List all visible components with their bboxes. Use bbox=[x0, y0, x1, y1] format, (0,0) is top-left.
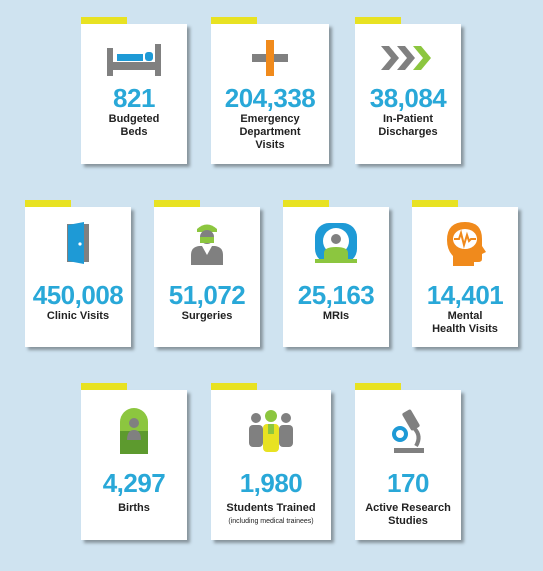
stat-card-mris: 25,163 MRIs bbox=[283, 207, 389, 347]
bed-icon bbox=[81, 38, 187, 78]
stat-sublabel: (including medical trainees) bbox=[228, 518, 314, 525]
mri-scanner-icon bbox=[283, 219, 389, 267]
stat-label: Students Trained bbox=[226, 502, 316, 514]
stat-value: 25,163 bbox=[297, 280, 375, 310]
stat-card-surgeries: 51,072 Surgeries bbox=[154, 207, 260, 347]
brain-head-icon bbox=[412, 219, 518, 267]
stat-value: 51,072 bbox=[168, 280, 246, 310]
surgeon-icon bbox=[154, 219, 260, 267]
cross-icon bbox=[211, 38, 329, 78]
stat-value: 170 bbox=[387, 468, 429, 498]
baby-icon bbox=[81, 406, 187, 456]
chevrons-icon bbox=[355, 38, 461, 78]
stat-card-beds: 821 Budgeted Beds bbox=[81, 24, 187, 164]
stat-label: Mental Health Visits bbox=[432, 310, 498, 335]
stat-label: Budgeted Beds bbox=[108, 113, 160, 138]
stat-value: 450,008 bbox=[32, 280, 124, 310]
stat-card-emergency: 204,338 Emergency Department Visits bbox=[211, 24, 329, 164]
stat-label: In-Patient Discharges bbox=[378, 113, 438, 138]
stat-card-research: 170 Active Research Studies bbox=[355, 390, 461, 540]
stat-label: Active Research Studies bbox=[365, 502, 451, 527]
stat-value: 1,980 bbox=[239, 468, 303, 498]
stat-card-clinic: 450,008 Clinic Visits bbox=[25, 207, 131, 347]
stat-value: 14,401 bbox=[426, 280, 504, 310]
microscope-icon bbox=[355, 406, 461, 456]
students-icon bbox=[211, 406, 331, 456]
stat-label: MRIs bbox=[322, 310, 350, 322]
stat-card-births: 4,297 Births bbox=[81, 390, 187, 540]
stat-label: Surgeries bbox=[181, 310, 233, 322]
stat-label: Clinic Visits bbox=[46, 310, 110, 322]
stat-value: 204,338 bbox=[224, 83, 316, 113]
stat-value: 38,084 bbox=[369, 83, 447, 113]
door-icon bbox=[25, 221, 131, 265]
stat-card-discharges: 38,084 In-Patient Discharges bbox=[355, 24, 461, 164]
stat-label: Births bbox=[118, 502, 150, 514]
stat-card-mental-health: 14,401 Mental Health Visits bbox=[412, 207, 518, 347]
stat-value: 4,297 bbox=[102, 468, 166, 498]
stat-label: Emergency Department Visits bbox=[239, 113, 301, 151]
stat-value: 821 bbox=[113, 83, 155, 113]
stat-card-students: 1,980 Students Trained (including medica… bbox=[211, 390, 331, 540]
